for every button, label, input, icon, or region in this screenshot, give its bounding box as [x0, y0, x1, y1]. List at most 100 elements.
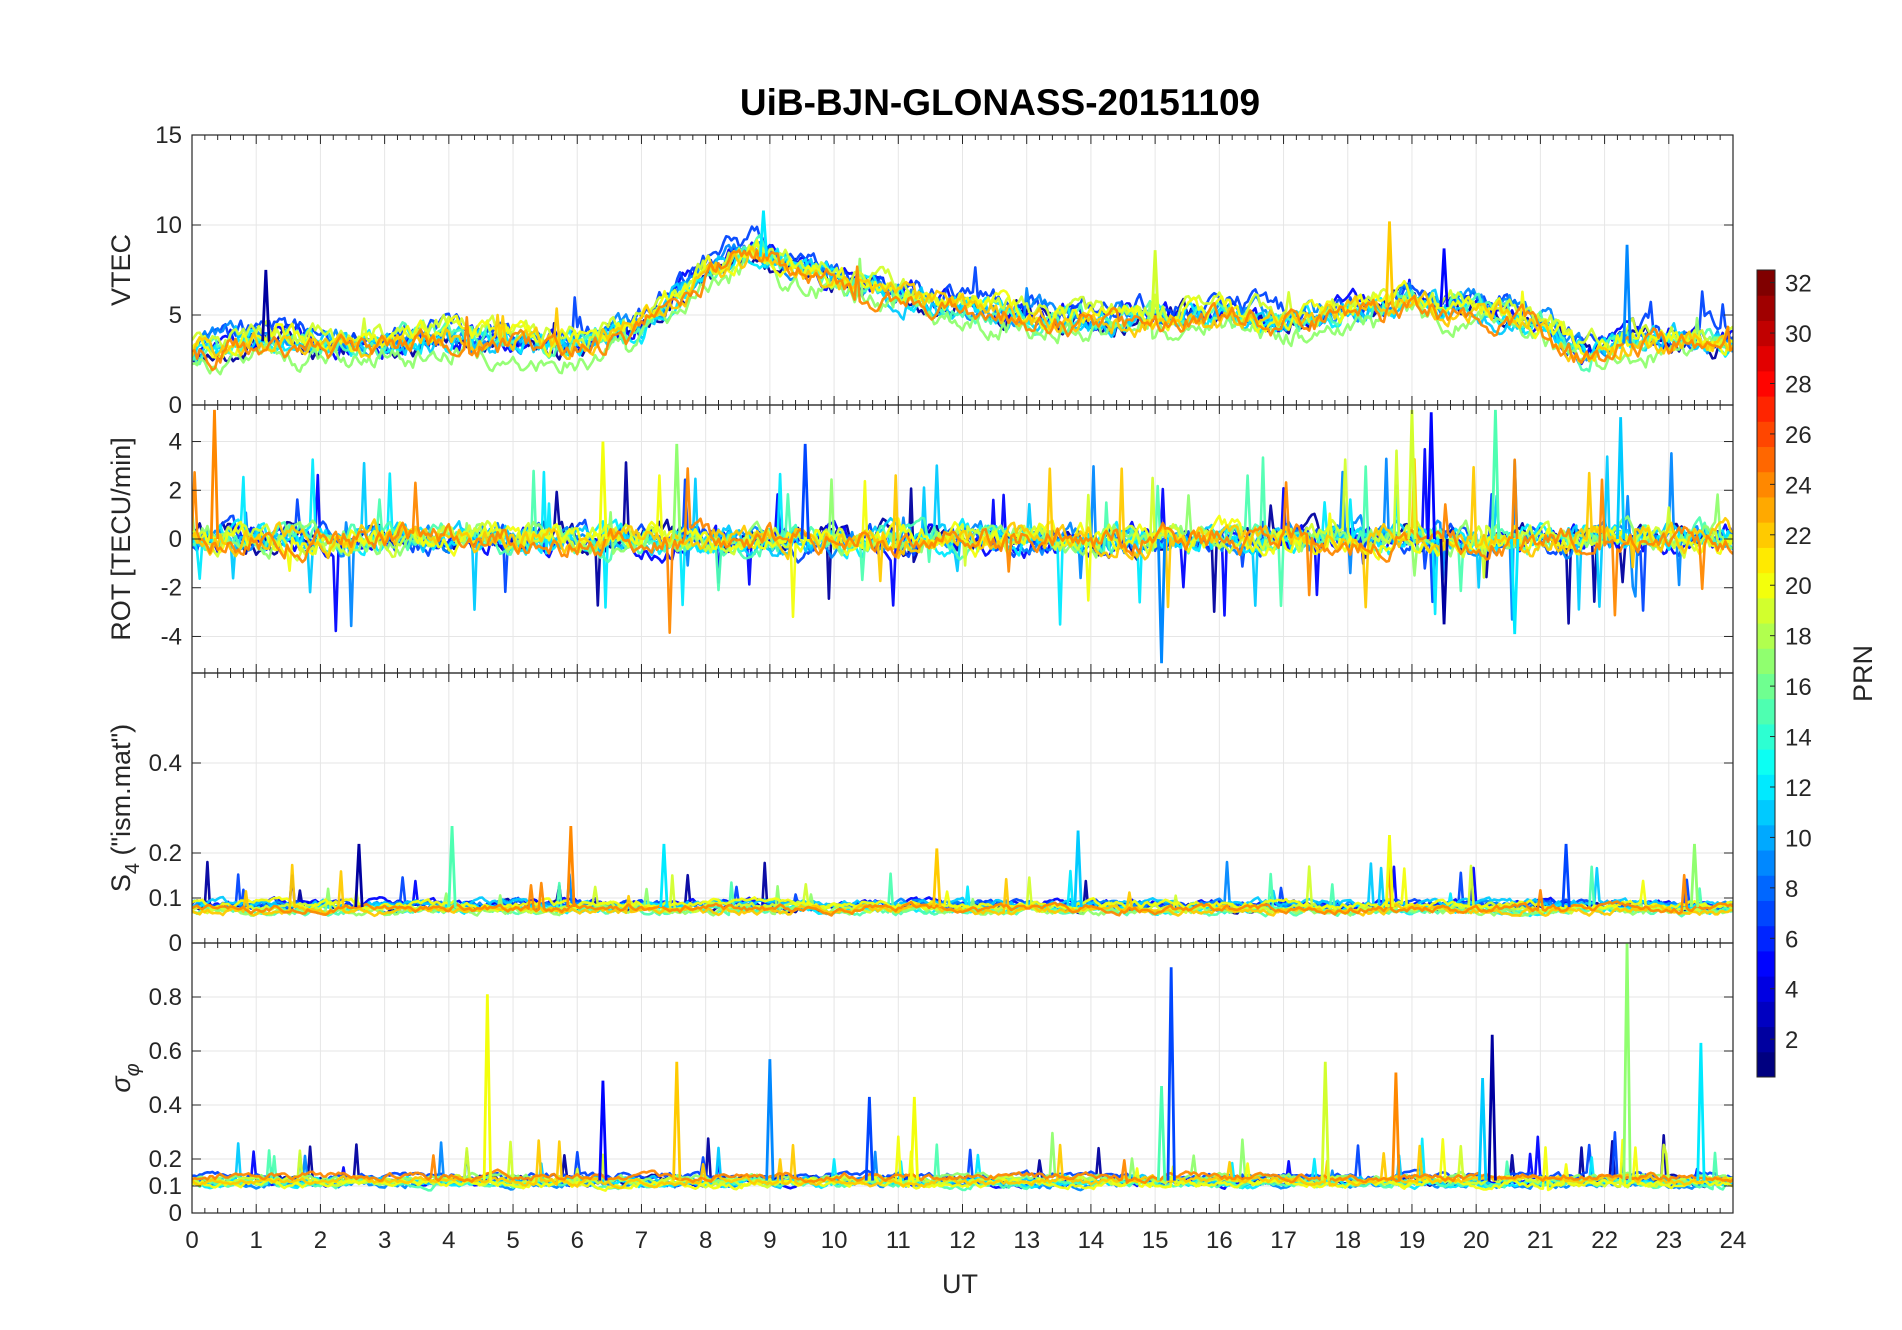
peak-mark	[447, 825, 457, 908]
colorbar-tick-label: 28	[1785, 371, 1812, 398]
y-tick-label: 0	[169, 930, 182, 957]
colorbar-tick-label: 14	[1785, 725, 1812, 752]
colorbar-band	[1757, 623, 1775, 649]
peak-mark	[1384, 834, 1395, 908]
colorbar-band	[1757, 698, 1775, 725]
y-axis-label-vtec: VTEC	[106, 234, 136, 306]
series-line-prn-22	[192, 1139, 1733, 1190]
y-tick-label: 0.4	[149, 750, 182, 777]
peak-mark	[1622, 244, 1632, 344]
series-line-prn-24	[192, 861, 1733, 917]
colorbar-frame	[1756, 269, 1776, 1078]
peak-mark	[672, 1061, 682, 1181]
peak-mark	[1156, 538, 1167, 664]
series-line-prn-20	[192, 1135, 1733, 1192]
x-tick-label: 9	[763, 1227, 776, 1254]
x-tick-label: 19	[1399, 1227, 1426, 1254]
colorbar-band	[1757, 547, 1775, 574]
peak-mark	[758, 210, 769, 257]
colorbar-band	[1757, 295, 1775, 321]
peak-mark	[1490, 409, 1501, 540]
chart-title: UiB-BJN-GLONASS-20151109	[740, 82, 1260, 123]
peak-mark	[261, 269, 271, 342]
series-line-prn-24	[192, 249, 1733, 372]
x-tick-label: 7	[635, 1227, 648, 1254]
y-axis-label-rot: ROT [TECU/min]	[106, 437, 136, 641]
y-tick-label: 0.2	[149, 840, 182, 867]
peak-mark	[1696, 1042, 1706, 1181]
colorbar-band	[1757, 749, 1775, 775]
x-tick-label: 15	[1142, 1227, 1169, 1254]
colorbar-label: PRN	[1848, 645, 1878, 702]
colorbar-band	[1757, 875, 1775, 901]
peak-mark	[1439, 538, 1449, 625]
y-tick-label: 0.1	[149, 885, 182, 912]
peak-mark	[909, 1096, 919, 1181]
peak-mark	[1510, 538, 1520, 635]
colorbar-tick-label: 10	[1785, 825, 1812, 852]
x-tick-label: 18	[1334, 1227, 1361, 1254]
y-axis-label-suffix: ("ism.mat")	[106, 724, 136, 863]
colorbar-tick-label: 8	[1785, 876, 1798, 903]
panel-sigma: 00.10.2 0.4 0.6 0.8 σφ	[106, 942, 1734, 1227]
peak-mark	[566, 825, 576, 908]
colorbar-tick-label: 12	[1785, 775, 1812, 802]
peak-mark	[800, 443, 810, 540]
colorbar-band	[1757, 648, 1775, 674]
colorbar-band	[1757, 950, 1775, 977]
y-axis-label-sub: 4	[122, 863, 144, 874]
x-tick-label: 4	[442, 1227, 455, 1254]
colorbar-band	[1757, 673, 1775, 700]
panel-ticks	[191, 943, 1734, 1214]
x-tick-label: 23	[1655, 1227, 1682, 1254]
peak-mark	[864, 1096, 875, 1181]
colorbar-tick-label: 6	[1785, 926, 1798, 953]
peak-mark	[1391, 1072, 1401, 1181]
x-tick-label: 2	[314, 1227, 327, 1254]
peak-mark	[1477, 1077, 1488, 1181]
x-tick-label: 14	[1078, 1227, 1105, 1254]
peak-mark	[1561, 843, 1571, 908]
colorbar-band	[1757, 925, 1775, 952]
y-axis-label-main: S	[106, 874, 136, 892]
peak-mark	[354, 843, 364, 908]
x-tick-label: 5	[506, 1227, 519, 1254]
y-tick-label: 0.1	[149, 1173, 182, 1200]
peak-mark	[932, 848, 942, 908]
peak-mark	[672, 443, 682, 540]
y-tick-label: 2	[169, 477, 182, 504]
y-tick-label: 0.8	[149, 984, 182, 1011]
x-tick-label: 21	[1527, 1227, 1554, 1254]
colorbar-band	[1757, 824, 1775, 851]
peak-mark	[598, 441, 608, 540]
colorbar-tick-label: 26	[1785, 422, 1812, 449]
peak-mark	[765, 1059, 775, 1181]
series-line-prn-24	[192, 1154, 1733, 1184]
y-axis-label-sigma: σφ	[106, 1063, 144, 1092]
y-tick-label: 0.2	[149, 1146, 182, 1173]
panel-rot: -4 -2 0 2 4 ROT [TECU/min]	[106, 404, 1734, 674]
x-tick-label: 8	[699, 1227, 712, 1254]
peak-mark	[1487, 1034, 1497, 1181]
colorbar-band	[1757, 723, 1775, 750]
colorbar-band	[1757, 396, 1775, 422]
colorbar-tick-label: 30	[1785, 321, 1812, 348]
x-tick-label: 22	[1591, 1227, 1618, 1254]
colorbar-band	[1757, 597, 1775, 624]
colorbar-tick-label: 32	[1785, 271, 1812, 298]
y-axis-label-s4: S4 ("ism.mat")	[106, 724, 144, 892]
x-tick-label: 20	[1463, 1227, 1490, 1254]
peak-mark	[1439, 248, 1449, 307]
panel-s4: 00.10.20.4S4 ("ism.mat")	[106, 672, 1734, 957]
colorbar-band	[1757, 471, 1775, 498]
panel-vtec: 0 5 10 15 VTEC	[106, 122, 1734, 419]
colorbar-band	[1757, 572, 1775, 599]
y-tick-label: 0	[169, 526, 182, 553]
colorbar-band	[1757, 900, 1775, 927]
panel-data	[192, 943, 1733, 1192]
colorbar-band	[1757, 270, 1775, 296]
colorbar-tick-label: 20	[1785, 573, 1812, 600]
